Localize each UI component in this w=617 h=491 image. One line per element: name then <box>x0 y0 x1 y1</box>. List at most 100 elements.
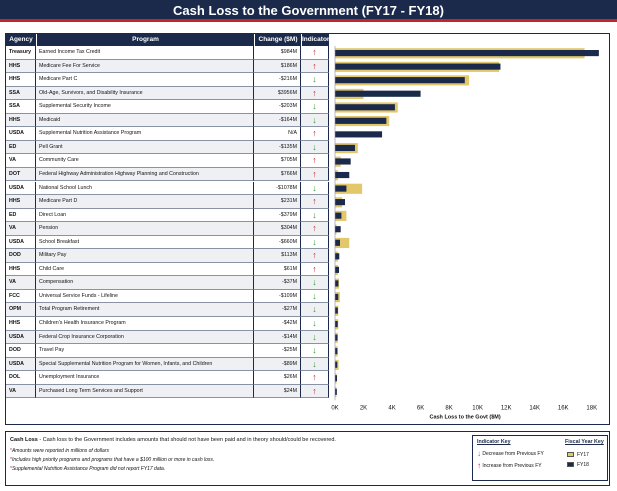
program-cell: Medicare Part C <box>36 73 254 87</box>
up-arrow-icon: ↑ <box>301 371 329 385</box>
program-cell: Medicaid <box>36 113 254 128</box>
table-row: VA Purchased Long Term Services and Suppo… <box>6 384 329 399</box>
table-row: DOD Travel Pay -$25M ↓ <box>6 344 329 358</box>
down-arrow-icon: ↓ <box>301 276 329 290</box>
up-arrow-icon: ↑ <box>301 222 329 236</box>
table-row: Treasury Earned Income Tax Credit $984M ↑ <box>6 46 329 60</box>
up-arrow-icon: ↑ <box>301 46 329 60</box>
agency-cell: USDA <box>6 357 36 372</box>
program-cell: Children's Health Insurance Program <box>36 317 254 331</box>
up-arrow-icon: ↑ <box>301 249 329 263</box>
indicator-key-title: Indicator Key <box>477 439 511 445</box>
table-row: USDA School Breakfast -$660M ↓ <box>6 235 329 250</box>
main-panel: Agency Program Change ($M) Indicator Tre… <box>5 33 610 425</box>
footnote-note: *Supplemental Nutrition Assistance Progr… <box>10 466 166 472</box>
table-row: FCC Universal Service Funds - Lifeline -$1… <box>6 289 329 304</box>
down-arrow-icon: ↓ <box>301 140 329 155</box>
change-cell: -$37M <box>254 276 301 290</box>
bar-fy18 <box>335 144 355 151</box>
change-cell: $26M <box>254 371 301 385</box>
change-cell: -$135M <box>254 140 301 155</box>
table-row: USDA National School Lunch -$1078M ↓ <box>6 181 329 196</box>
agency-cell: HHS <box>6 195 36 209</box>
down-arrow-icon: ↓ <box>301 100 329 114</box>
bar-fy18 <box>335 158 351 165</box>
change-cell: -$660M <box>254 235 301 250</box>
legend-box: Indicator Key ↓ Decrease from Previous F… <box>472 435 608 481</box>
table-row: HHS Medicaid -$164M ↓ <box>6 113 329 128</box>
footer-panel: Cash Loss - Cash loss to the Government … <box>5 431 610 486</box>
x-tick-label: 14K <box>529 405 540 411</box>
x-tick-label: 18K <box>586 405 597 411</box>
indicator-key-increase: ↑ Increase from Previous FY <box>477 461 542 470</box>
bar-fy18 <box>335 293 339 301</box>
down-arrow-icon: ↓ <box>301 113 329 128</box>
change-cell: -$109M <box>254 289 301 304</box>
bar-fy18 <box>335 90 421 97</box>
x-tick-label: 6K <box>417 405 424 411</box>
change-cell: $304M <box>254 222 301 236</box>
bar-fy18 <box>335 226 341 233</box>
table-row: HHS Children's Health Insurance Program -$… <box>6 317 329 331</box>
table-row: ED Pell Grant -$135M ↓ <box>6 140 329 155</box>
program-cell: Community Care <box>36 154 254 168</box>
bar-fy17 <box>335 237 350 249</box>
down-arrow-icon: ↓ <box>301 73 329 87</box>
up-arrow-icon: ↑ <box>301 384 329 399</box>
agency-cell: HHS <box>6 113 36 128</box>
bar-fy18 <box>335 280 339 287</box>
agency-cell: HHS <box>6 59 36 74</box>
header-indicator: Indicator <box>301 34 329 46</box>
bar-fy18 <box>335 212 342 219</box>
change-cell: $766M <box>254 167 301 182</box>
agency-cell: VA <box>6 222 36 236</box>
change-cell: $61M <box>254 262 301 277</box>
agency-cell: USDA <box>6 181 36 196</box>
change-cell: $186M <box>254 59 301 74</box>
agency-cell: OPM <box>6 303 36 317</box>
table-row: DOT Federal Highway Administration Highwa… <box>6 167 329 182</box>
up-arrow-icon: ↑ <box>301 262 329 277</box>
bar-fy18 <box>335 185 347 192</box>
program-cell: Universal Service Funds - Lifeline <box>36 289 254 304</box>
bar-fy18 <box>335 171 350 179</box>
legend-item-fy17: FY17 <box>567 452 589 458</box>
agency-cell: VA <box>6 154 36 168</box>
footnote-note: *Includes high priority programs and pro… <box>10 457 215 463</box>
page-title: Cash Loss to the Government (FY17 - FY18… <box>173 3 444 18</box>
agency-cell: DOL <box>6 371 36 385</box>
bar-fy18 <box>335 104 395 111</box>
agency-cell: DOD <box>6 249 36 263</box>
down-arrow-icon: ↓ <box>301 289 329 304</box>
down-arrow-icon: ↓ <box>301 181 329 196</box>
bar-fy18 <box>335 239 340 246</box>
change-cell: -$216M <box>254 73 301 87</box>
bar-fy18 <box>335 50 599 57</box>
change-cell: $24M <box>254 384 301 399</box>
down-arrow-icon: ↓ <box>477 449 481 458</box>
table-row: VA Community Care $705M ↑ <box>6 154 329 168</box>
header-change: Change ($M) <box>254 34 301 46</box>
fy18-swatch <box>567 462 574 468</box>
bar-fy18 <box>335 131 383 138</box>
program-cell: National School Lunch <box>36 181 254 196</box>
program-cell: Travel Pay <box>36 344 254 358</box>
footnote-main: Cash Loss - Cash loss to the Government … <box>10 437 462 443</box>
indicator-key-decrease: ↓ Decrease from Previous FY <box>477 449 544 458</box>
x-tick-label: 10K <box>472 405 483 411</box>
change-cell: $113M <box>254 249 301 263</box>
down-arrow-icon: ↓ <box>301 330 329 345</box>
change-cell: -$27M <box>254 303 301 317</box>
program-cell: Federal Highway Administration Highway P… <box>36 167 254 182</box>
header-program: Program <box>36 34 254 46</box>
table-row: ED Direct Loan -$379M ↓ <box>6 208 329 223</box>
bar-fy18 <box>335 77 465 84</box>
agency-cell: USDA <box>6 127 36 141</box>
program-cell: Medicare Fee For Service <box>36 59 254 74</box>
bar-fy18 <box>335 307 338 314</box>
agency-cell: DOT <box>6 167 36 182</box>
x-tick-label: 8K <box>445 405 452 411</box>
table-row: SSA Supplemental Security Income -$203M ↓ <box>6 100 329 114</box>
up-arrow-icon: ↑ <box>301 59 329 74</box>
program-cell: Military Pay <box>36 249 254 263</box>
